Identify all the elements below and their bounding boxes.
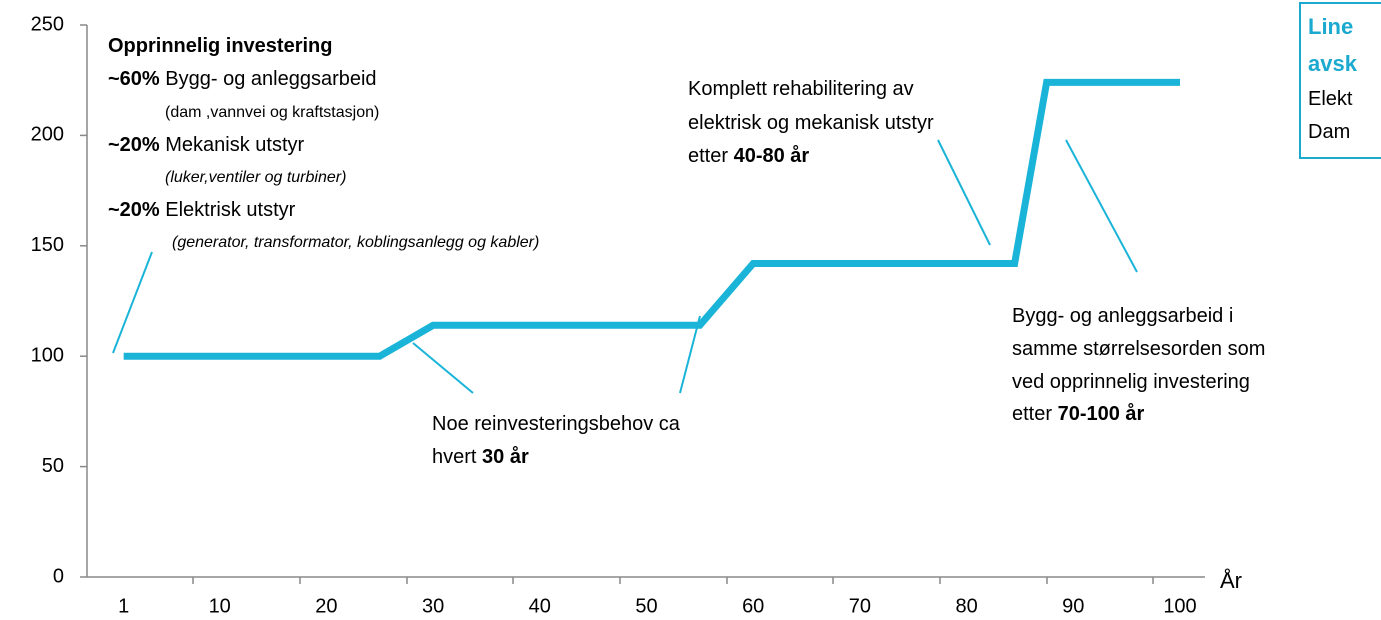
annotation-line: Bygg- og anleggsarbeid i [1012,305,1233,327]
annotation-text: etter [688,145,734,167]
annotation-line: Opprinnelig investering [108,35,332,57]
x-tick-label: 90 [1062,595,1084,617]
annotation-text: ved opprinnelig investering [1012,371,1250,393]
y-tick-label: 150 [31,234,64,256]
annotation-line: ~20% Elektrisk utstyr [108,199,296,221]
annotation-text: (dam ,vannvei og kraftstasjon) [165,104,379,121]
x-tick-label: 80 [955,595,977,617]
x-tick-label: 40 [529,595,551,617]
x-minor-ticks [192,577,1154,584]
annotation-text: 70-100 år [1058,402,1145,425]
annotation-line: elektrisk og mekanisk utstyr [688,112,934,134]
annotation-line: etter 40-80 år [688,144,809,167]
x-tick-label: 50 [635,595,657,617]
annotation-line: Komplett rehabilitering av [688,78,914,100]
x-tick-label: 20 [315,595,337,617]
annotation-text: (luker,ventiler og turbiner) [165,169,346,186]
annotation-line: ~20% Mekanisk utstyr [108,134,305,156]
x-tick-label: 70 [849,595,871,617]
annotation-line: etter 70-100 år [1012,402,1145,425]
y-tick-label: 50 [42,455,64,477]
annotation-line: hvert 30 år [432,445,529,468]
annotation-line: Dam [1308,121,1350,143]
annotation-text: Line [1308,14,1353,39]
annotation-line: avsk [1308,51,1358,76]
data-line [123,78,1180,360]
annotation-text: 40-80 år [734,144,810,167]
x-tick-label: 30 [422,595,444,617]
annotation-line: (dam ,vannvei og kraftstasjon) [165,104,379,121]
annotation-line: (generator, transformator, koblingsanleg… [172,234,539,251]
annotation-text: Elekt [1308,88,1353,110]
annotation-text: Opprinnelig investering [108,35,332,57]
x-tick-label: 60 [742,595,764,617]
annotation-text: avsk [1308,51,1358,76]
annotation-text: Mekanisk utstyr [160,134,305,156]
annotation-text: elektrisk og mekanisk utstyr [688,112,934,134]
annotation-line: (luker,ventiler og turbiner) [165,169,346,186]
y-tick-label: 0 [53,565,64,587]
annotation-text: (generator, transformator, koblingsanleg… [172,234,539,251]
callout-lines [112,139,1138,394]
x-tick-label: 100 [1163,595,1196,617]
x-axis-label: År [1220,568,1242,593]
annotation-text: Elektrisk utstyr [160,199,296,221]
y-tick-label: 200 [31,124,64,146]
annotation-line: ved opprinnelig investering [1012,371,1250,393]
annotation-text: samme størrelsesorden som [1012,338,1265,360]
y-tick-label: 250 [31,13,64,35]
annotation-text: Komplett rehabilitering av [688,78,914,100]
annotation-text: etter [1012,403,1058,425]
annotation-text: 30 år [482,445,529,468]
x-tick-label: 1 [118,595,129,617]
annotation-line: Line [1308,14,1353,39]
annotation-text: ~60% [108,68,160,90]
annotation-text: Dam [1308,121,1350,143]
annotation-text: Bygg- og anleggsarbeid [160,68,377,90]
annotation-text: hvert [432,446,482,468]
annotation-text: Noe reinvesteringsbehov ca [432,413,681,435]
x-tick-label: 10 [209,595,231,617]
annotation-line: samme størrelsesorden som [1012,338,1265,360]
legend-box [1299,2,1381,159]
annotation-text: ~20% [108,134,160,156]
annotation-line: ~60% Bygg- og anleggsarbeid [108,68,377,90]
annotation-line: Noe reinvesteringsbehov ca [432,413,681,435]
annotation-line: Elekt [1308,88,1353,110]
y-tick-label: 100 [31,344,64,366]
annotation-text: Bygg- og anleggsarbeid i [1012,305,1233,327]
annotation-text: ~20% [108,199,160,221]
